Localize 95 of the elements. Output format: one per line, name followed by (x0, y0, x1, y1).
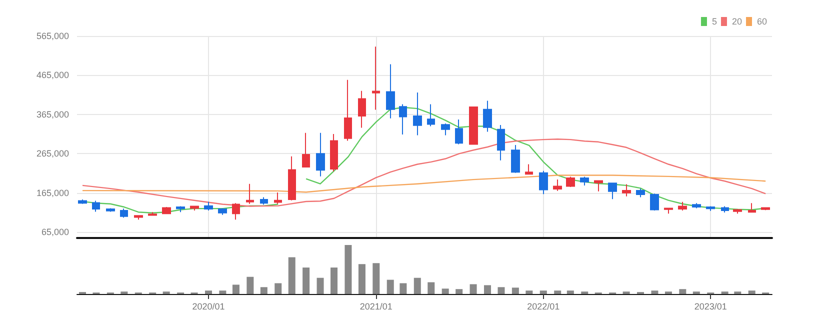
candlestick (566, 176, 575, 188)
candlestick (497, 124, 505, 161)
candlestick (525, 164, 533, 175)
candlestick (761, 206, 770, 211)
bar (274, 283, 282, 294)
y-tick-label: 465,000 (36, 70, 69, 80)
candlestick (330, 134, 338, 172)
y-tick-label: 565,000 (36, 31, 69, 41)
bar (400, 283, 407, 294)
legend-label: 5 (712, 16, 717, 26)
bar (330, 268, 338, 294)
candlestick (721, 206, 729, 214)
candlestick (622, 184, 631, 197)
x-tick-label: 2021/01 (360, 302, 392, 312)
bar (302, 268, 310, 294)
candlestick (106, 208, 115, 212)
candlestick (302, 132, 310, 168)
candlestick (483, 100, 492, 132)
bar (470, 284, 477, 294)
candlestick (469, 106, 478, 145)
candlestick (553, 179, 562, 192)
bar (204, 290, 212, 294)
line-series (82, 138, 766, 207)
bar (372, 263, 380, 294)
bar (679, 289, 686, 294)
bar (748, 290, 756, 294)
candlestick (148, 212, 157, 216)
candlestick (372, 46, 380, 110)
legend-label: 20 (732, 16, 742, 26)
bar (232, 284, 240, 294)
bar (316, 278, 324, 294)
candlestick (78, 199, 87, 204)
y-tick-label: 265,000 (36, 148, 69, 159)
candlestick (636, 188, 645, 198)
candlestick (594, 180, 603, 192)
bar (219, 290, 226, 294)
candlestick (120, 208, 128, 218)
x-tick-label: 2022/01 (527, 302, 560, 312)
candlestick (427, 104, 435, 127)
bar (344, 245, 352, 294)
candlestick (692, 202, 701, 209)
candlestick (650, 193, 659, 212)
bar (456, 289, 463, 294)
candlestick (413, 92, 422, 136)
candlestick (511, 144, 520, 174)
candlestick (274, 192, 282, 204)
bar (526, 290, 533, 294)
bar (651, 290, 658, 294)
candlestick (134, 214, 143, 220)
bar (566, 290, 574, 294)
bar (260, 287, 268, 294)
candlestick (92, 200, 100, 212)
bar (512, 288, 519, 294)
candlestick (260, 196, 268, 206)
bar (484, 285, 491, 294)
bar (288, 257, 296, 294)
candlestick (748, 202, 756, 213)
candlestick (608, 182, 617, 200)
candlestick (441, 122, 450, 136)
candlestick (344, 79, 352, 142)
candlestick (580, 176, 589, 186)
y-tick-label: 65,000 (41, 227, 69, 238)
candlestick (246, 183, 254, 204)
candlestick (190, 206, 199, 212)
candlestick (316, 132, 325, 177)
candlestick (733, 208, 742, 214)
bar (554, 290, 562, 294)
candlestick (386, 64, 395, 119)
bar (428, 282, 435, 294)
candlestick (539, 170, 548, 195)
bar (246, 276, 254, 294)
bar (414, 278, 421, 294)
x-tick-label: 2023/01 (694, 302, 727, 312)
candlestick (176, 206, 185, 213)
candlestick (358, 90, 366, 128)
candlestick (664, 208, 673, 214)
bar (358, 264, 366, 294)
candlestick (162, 206, 171, 215)
candlestick (232, 202, 240, 220)
x-tick-label: 2020/01 (192, 302, 225, 312)
y-tick-label: 365,000 (36, 109, 69, 120)
y-tick-label: 165,000 (36, 188, 69, 198)
legend-label: 60 (756, 16, 768, 26)
candlestick (204, 201, 213, 212)
bar (498, 287, 505, 294)
candlestick (455, 119, 463, 145)
bar (540, 290, 547, 294)
line-series (82, 174, 766, 193)
candlestick (399, 104, 407, 135)
bar (386, 280, 394, 294)
candlestick (706, 206, 715, 212)
candlestick (678, 201, 687, 212)
candlestick (218, 208, 227, 216)
candlestick (288, 156, 296, 201)
bar (442, 288, 449, 294)
